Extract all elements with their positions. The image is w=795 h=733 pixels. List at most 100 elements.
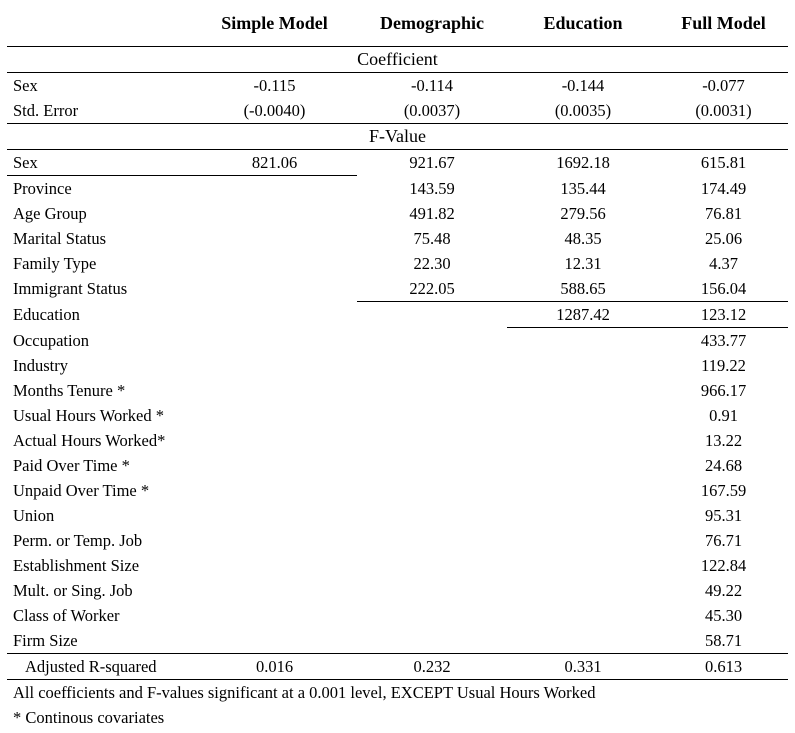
cell-value bbox=[507, 628, 659, 654]
cell-value: 174.49 bbox=[700, 178, 747, 198]
table-row: Months Tenure * 966.17 bbox=[7, 378, 788, 403]
cell-value: 4.37 bbox=[709, 254, 738, 273]
cell-value bbox=[507, 578, 659, 603]
cell-value: (0.0035) bbox=[507, 98, 659, 124]
cell-value bbox=[507, 553, 659, 578]
table-row: Usual Hours Worked * 0.91 bbox=[7, 403, 788, 428]
cell-value: 22.30 bbox=[413, 254, 451, 273]
table-row: Firm Size 58.71 bbox=[7, 628, 788, 654]
table-row: Occupation 433.77 bbox=[7, 328, 788, 354]
header-simple-model: Simple Model bbox=[192, 0, 357, 47]
cell-value bbox=[192, 226, 357, 251]
row-label: Std. Error bbox=[7, 98, 192, 124]
table-row: Marital Status 75.48 48.35 25.06 bbox=[7, 226, 788, 251]
cell-value bbox=[357, 302, 507, 328]
table-row: Union 95.31 bbox=[7, 503, 788, 528]
cell-value bbox=[192, 428, 357, 453]
table-row: Class of Worker 45.30 bbox=[7, 603, 788, 628]
cell-value: 24.68 bbox=[704, 456, 743, 475]
cell-value bbox=[192, 628, 357, 654]
cell-value bbox=[357, 353, 507, 378]
header-row: Simple Model Demographic Education Full … bbox=[7, 0, 788, 47]
table-row: Unpaid Over Time * 167.59 bbox=[7, 478, 788, 503]
row-label: Occupation bbox=[13, 330, 90, 350]
table-row: Paid Over Time * 24.68 bbox=[7, 453, 788, 478]
cell-value: 0.613 bbox=[659, 653, 788, 680]
cell-value: 12.31 bbox=[564, 254, 602, 273]
cell-value: 76.71 bbox=[704, 531, 743, 550]
cell-value bbox=[357, 528, 507, 553]
row-label: Industry bbox=[13, 356, 68, 375]
cell-value: 433.77 bbox=[700, 331, 747, 350]
cell-value bbox=[192, 578, 357, 603]
cell-value: 279.56 bbox=[560, 204, 606, 223]
table-row: Sex -0.115 -0.114 -0.144 -0.077 bbox=[7, 73, 788, 99]
section-coefficient-row: Coefficient bbox=[7, 46, 788, 73]
cell-value: 0.232 bbox=[357, 653, 507, 680]
row-label: Immigrant Status bbox=[13, 279, 128, 299]
table-row: Age Group 491.82 279.56 76.81 bbox=[7, 201, 788, 226]
cell-value bbox=[507, 328, 659, 354]
note-row: * Continous covariates bbox=[7, 705, 788, 730]
cell-value bbox=[507, 528, 659, 553]
cell-value bbox=[357, 328, 507, 354]
table-note: All coefficients and F-values significan… bbox=[13, 683, 596, 702]
cell-value bbox=[192, 353, 357, 378]
section-fvalue-row: F-Value bbox=[7, 123, 788, 150]
cell-value bbox=[192, 453, 357, 478]
cell-value: 222.05 bbox=[357, 276, 507, 302]
table-row: Education 1287.42 123.12 bbox=[7, 301, 788, 328]
table-row: Perm. or Temp. Job 76.71 bbox=[7, 528, 788, 553]
table-row: Immigrant Status 222.05 588.65 156.04 bbox=[7, 276, 788, 302]
cell-value: 615.81 bbox=[700, 153, 747, 173]
cell-value: 0.331 bbox=[507, 653, 659, 680]
regression-table: Simple Model Demographic Education Full … bbox=[7, 0, 788, 730]
cell-value: 49.22 bbox=[704, 581, 743, 600]
table-row: Family Type 22.30 12.31 4.37 bbox=[7, 251, 788, 276]
cell-value bbox=[357, 428, 507, 453]
cell-value bbox=[357, 453, 507, 478]
row-label: Class of Worker bbox=[13, 606, 120, 625]
cell-value bbox=[357, 378, 507, 403]
cell-value: 0.016 bbox=[192, 653, 357, 680]
row-label: Sex bbox=[7, 149, 192, 176]
row-label: Firm Size bbox=[13, 631, 78, 650]
cell-value bbox=[507, 503, 659, 528]
note-row: All coefficients and F-values significan… bbox=[7, 680, 788, 706]
row-label: Unpaid Over Time * bbox=[13, 481, 150, 500]
cell-value: (0.0037) bbox=[357, 98, 507, 124]
row-label: Usual Hours Worked * bbox=[13, 406, 164, 425]
cell-value bbox=[192, 528, 357, 553]
table-row: Establishment Size 122.84 bbox=[7, 553, 788, 578]
cell-value: -0.114 bbox=[410, 76, 453, 95]
cell-value bbox=[192, 176, 357, 202]
cell-value: (0.0031) bbox=[659, 98, 788, 124]
row-label: Age Group bbox=[13, 204, 87, 223]
cell-value bbox=[507, 353, 659, 378]
cell-value: 167.59 bbox=[700, 481, 747, 500]
cell-value: 95.31 bbox=[704, 506, 743, 525]
cell-value bbox=[357, 578, 507, 603]
cell-value: 1287.42 bbox=[507, 301, 659, 328]
table-row: Adjusted R-squared 0.016 0.232 0.331 0.613 bbox=[7, 653, 788, 680]
cell-value: 123.12 bbox=[659, 301, 788, 328]
row-label: Sex bbox=[13, 76, 38, 95]
cell-value bbox=[507, 428, 659, 453]
cell-value: -0.144 bbox=[561, 76, 605, 95]
row-label: Adjusted R-squared bbox=[7, 653, 192, 680]
table-row: Actual Hours Worked* 13.22 bbox=[7, 428, 788, 453]
row-label: Province bbox=[13, 179, 72, 198]
row-label: Family Type bbox=[13, 254, 97, 273]
cell-value: 966.17 bbox=[700, 381, 747, 400]
cell-value bbox=[192, 328, 357, 354]
cell-value bbox=[192, 302, 357, 328]
header-demographic: Demographic bbox=[357, 0, 507, 47]
cell-value bbox=[507, 403, 659, 428]
cell-value bbox=[357, 478, 507, 503]
cell-value bbox=[507, 603, 659, 628]
cell-value: 588.65 bbox=[507, 276, 659, 302]
cell-value: (-0.0040) bbox=[192, 98, 357, 124]
table-row: Std. Error (-0.0040) (0.0037) (0.0035) (0.00… bbox=[7, 98, 788, 124]
header-blank bbox=[7, 0, 192, 47]
cell-value: 48.35 bbox=[564, 229, 602, 248]
